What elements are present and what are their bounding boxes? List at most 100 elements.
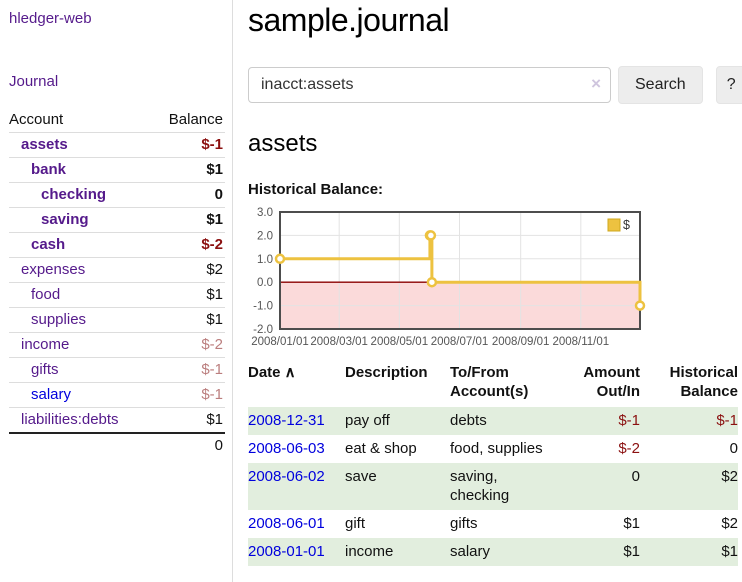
register-description-cell: pay off	[345, 407, 450, 435]
sidebar: hledger-web Journal Account Balance asse…	[0, 0, 233, 582]
sidebar-account-link[interactable]: bank	[31, 161, 67, 178]
search-button[interactable]: Search	[618, 66, 703, 104]
register-description-cell: save	[345, 463, 450, 510]
register-balance-cell: $2	[721, 515, 738, 532]
help-button[interactable]: ?	[715, 66, 742, 104]
register-row: 2008-06-01 gift gifts $1 $2	[248, 510, 738, 538]
register-balance-cell: $2	[640, 463, 738, 510]
account-balance: $-1	[151, 382, 225, 408]
account-balance: $-1	[151, 357, 225, 383]
accounts-total-value: 0	[151, 432, 225, 458]
register-amount-cell: $1	[560, 538, 640, 566]
register-amount-cell: 0	[560, 463, 640, 510]
register-row: 2008-01-01 income salary $1 $1	[248, 538, 738, 566]
sidebar-account-link[interactable]: income	[21, 336, 70, 353]
register-amount-cell: $-1	[560, 407, 640, 435]
register-header-row: Date ∧ Description To/From Account(s) Amoun…	[248, 363, 738, 407]
register-row: 2008-06-02 save saving, checking 0 $2	[248, 463, 738, 510]
search-input[interactable]	[248, 67, 611, 103]
account-balance: $1	[151, 157, 225, 183]
transaction-date-link[interactable]: 2008-12-31	[248, 412, 325, 429]
app-title: hledger-web	[9, 10, 224, 27]
sidebar-account-row: saving $1	[9, 207, 225, 233]
register-date-cell: 2008-06-02	[248, 463, 345, 510]
x-axis-tick-label: 2008/05/01	[371, 336, 429, 348]
column-date[interactable]: Date ∧	[248, 364, 296, 381]
transaction-date-link[interactable]: 2008-01-01	[248, 543, 325, 560]
x-axis-tick-label: 2008/01/01	[251, 336, 309, 348]
register-date-cell: 2008-06-03	[248, 435, 345, 463]
register-balance-cell: $-1	[640, 407, 738, 435]
account-balance: $1	[151, 407, 225, 434]
account-balance: $-1	[151, 132, 225, 158]
y-axis-tick-label: -2.0	[253, 324, 273, 336]
register-description-cell: eat & shop	[345, 440, 417, 457]
sidebar-account-link[interactable]: liabilities:debts	[21, 411, 119, 428]
data-point-marker	[426, 276, 438, 288]
column-amount-out-in: Amount Out/In	[583, 364, 640, 400]
sidebar-account-link[interactable]: gifts	[31, 361, 59, 378]
transaction-date-link[interactable]: 2008-06-03	[248, 440, 325, 457]
register-accounts-cell: food, supplies	[450, 440, 543, 457]
register-date-cell: 2008-06-01	[248, 510, 345, 538]
account-balance: $1	[151, 307, 225, 333]
app-home-link[interactable]: hledger-web	[9, 10, 92, 27]
x-axis-tick-label: 2008/03/01	[310, 336, 368, 348]
chart-label: Historical Balance:	[248, 181, 384, 198]
register-balance-cell: 0	[729, 440, 738, 457]
register-accounts-cell: salary	[450, 538, 560, 566]
register-table: Date ∧ Description To/From Account(s) Amoun…	[248, 363, 738, 566]
y-axis-tick-label: 3.0	[257, 207, 273, 219]
register-date-cell: 2008-01-01	[248, 538, 345, 566]
y-axis-tick-label: 1.0	[257, 254, 273, 266]
sidebar-account-link[interactable]: saving	[41, 211, 89, 228]
sidebar-account-row: gifts $-1	[9, 357, 225, 383]
x-axis-tick-label: 2008/09/01	[492, 336, 550, 348]
account-balance: $1	[151, 207, 225, 233]
sidebar-account-row: cash $-2	[9, 232, 225, 258]
account-title: assets	[248, 130, 318, 157]
data-point-marker	[274, 253, 286, 265]
sidebar-account-row: liabilities:debts $1	[9, 407, 225, 434]
register-date-cell: 2008-12-31	[248, 407, 345, 435]
sidebar-account-row: supplies $1	[9, 307, 225, 333]
search-box: ×	[248, 67, 611, 103]
sidebar-account-link[interactable]: food	[31, 286, 61, 303]
sort-asc-icon: ∧	[280, 364, 296, 381]
sidebar-account-row: salary $-1	[9, 382, 225, 408]
account-balance: $-2	[151, 232, 225, 258]
journal-link[interactable]: Journal	[9, 73, 59, 90]
transaction-date-link[interactable]: 2008-06-01	[248, 515, 325, 532]
sidebar-account-link[interactable]: supplies	[31, 311, 87, 328]
account-balance: $2	[151, 257, 225, 283]
x-axis-tick-label: 2008/11/01	[552, 336, 609, 348]
column-description: Description	[345, 364, 428, 381]
sidebar-account-link[interactable]: assets	[21, 136, 68, 153]
register-row: 2008-12-31 pay off debts $-1 $-1	[248, 407, 738, 435]
y-axis-tick-label: 2.0	[257, 230, 273, 242]
search-form: × Search ?	[248, 66, 742, 104]
register-row: 2008-06-03 eat & shop food, supplies $-2 0	[248, 435, 738, 463]
sidebar-account-row: checking 0	[9, 182, 225, 208]
main-content: sample.journal × Search ? assets Histori…	[233, 0, 742, 582]
accounts-total-row: 0	[9, 432, 225, 458]
account-balance: 0	[151, 182, 225, 208]
legend-label: $	[623, 218, 630, 232]
sidebar-account-link[interactable]: checking	[41, 186, 107, 203]
plot-border	[279, 211, 641, 330]
sidebar-account-link[interactable]: expenses	[21, 261, 86, 278]
sidebar-account-row: assets $-1	[9, 132, 225, 158]
account-balance: $1	[151, 282, 225, 308]
accounts-header-balance: Balance	[151, 108, 225, 133]
register-accounts-cell: gifts	[450, 515, 478, 532]
sidebar-account-link[interactable]: cash	[31, 236, 66, 253]
page-title: sample.journal	[248, 2, 450, 38]
sidebar-account-link[interactable]: salary	[31, 386, 72, 403]
register-description-cell: income	[345, 538, 450, 566]
transaction-date-link[interactable]: 2008-06-02	[248, 468, 325, 485]
column-to-from-account-s-: To/From Account(s)	[450, 364, 529, 400]
register-balance-cell: $1	[640, 538, 738, 566]
clear-search-icon[interactable]: ×	[591, 74, 601, 93]
register-accounts-cell: debts	[450, 407, 560, 435]
